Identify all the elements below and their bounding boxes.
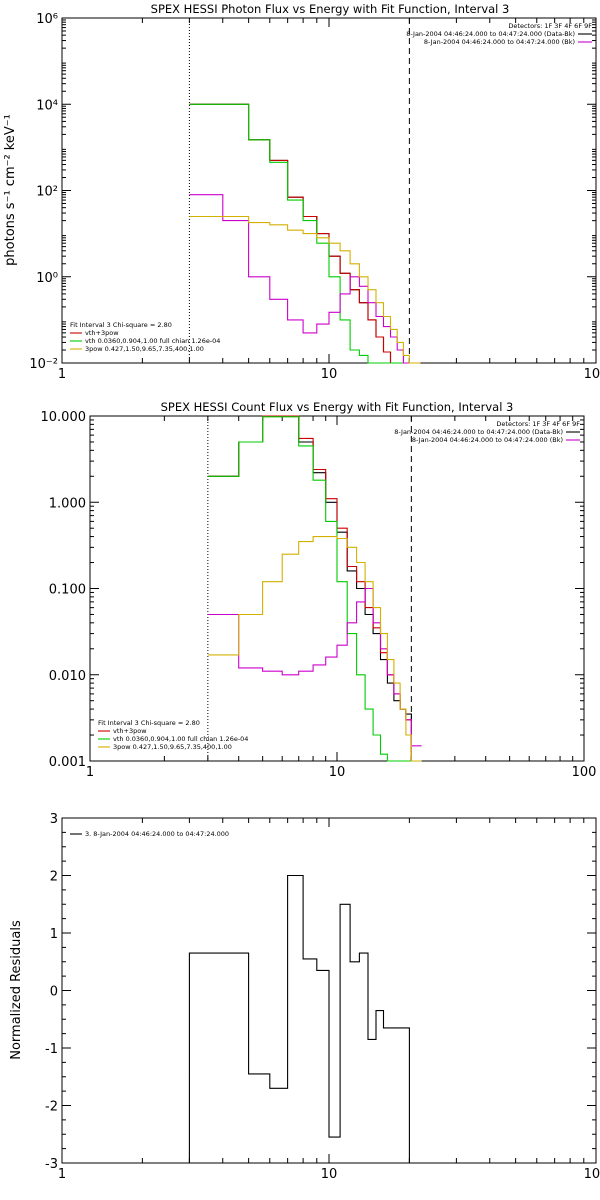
legend-fit: Fit Interval 3 Chi-square = 2.80vth+3pow…	[70, 321, 220, 353]
x-tick-label: 1	[58, 1167, 66, 1182]
series-line-2	[189, 103, 421, 364]
panel-title: SPEX HESSI Photon Flux vs Energy with Fi…	[151, 2, 510, 16]
x-tick-label: 100	[572, 765, 597, 780]
y-tick-label: 2	[50, 870, 58, 885]
series-line-0	[188, 874, 410, 1163]
legend-entry: 3pow 0.427,1.50,9.65,7.35,400,1.00	[113, 743, 232, 751]
legend-fit: Fit Interval 3 Chi-square = 2.80vth+3pow…	[98, 719, 248, 751]
y-tick-label: 3	[50, 812, 58, 827]
legend-entry: 8-Jan-2004 04:46:24.000 to 04:47:24.000 …	[412, 436, 563, 444]
y-tick-label: 10⁶	[36, 12, 58, 27]
x-tick-label: 10	[329, 765, 346, 780]
legend-header: Fit Interval 3 Chi-square = 2.80	[70, 321, 172, 329]
legend-entry: vth+3pow	[113, 727, 147, 735]
y-tick-label: 0.001	[49, 755, 86, 770]
series-line-0	[207, 415, 422, 762]
plot-frame	[89, 415, 585, 762]
y-tick-label: -1	[45, 1042, 58, 1057]
legend-interval: 3. 8-Jan-2004 04:46:24.000 to 04:47:24.0…	[70, 830, 229, 838]
series-line-1	[207, 415, 422, 762]
legend-entry: vth+3pow	[85, 329, 119, 337]
marker-lines	[207, 416, 412, 761]
y-tick-label: 1	[50, 927, 58, 942]
x-tick-label: 10	[321, 367, 338, 382]
y-tick-label: 1.000	[49, 496, 86, 511]
legend-header: Detectors: 1F 3F 4F 6F 9F	[508, 22, 592, 30]
x-tick-label: 1	[58, 367, 66, 382]
plot-frame	[61, 17, 597, 364]
legend-entry: 3. 8-Jan-2004 04:46:24.000 to 04:47:24.0…	[85, 830, 229, 838]
legend-header: Fit Interval 3 Chi-square = 2.80	[98, 719, 200, 727]
series-group	[207, 415, 422, 762]
legend-entry: vth 0.0360,0.904,1.00 full chian 1.26e-0…	[113, 735, 248, 743]
x-tick-label: 100	[584, 1167, 600, 1182]
legend-header: Detectors: 1F 3F 4F 6F 9F	[496, 420, 580, 428]
x-tick-label: 10	[321, 1167, 338, 1182]
series-line-4	[189, 215, 421, 364]
y-tick-label: 10⁴	[36, 98, 58, 113]
y-tick-label: 10⁻²	[29, 357, 58, 372]
photon-flux-panel: SPEX HESSI Photon Flux vs Energy with Fi…	[3, 2, 600, 382]
axis-ticks: 1 10 100 -3 -2 -1 0 1 2 3	[45, 812, 600, 1182]
y-tick-label: 0	[50, 985, 58, 1000]
y-tick-label: 10.000	[41, 410, 87, 425]
series-group	[189, 103, 421, 364]
y-tick-label: 10²	[36, 185, 58, 200]
legend-entry: vth 0.0360,0.904,1.00 full chian 1.26e-0…	[85, 337, 220, 345]
y-tick-label: 10⁰	[36, 271, 58, 286]
panel-title: SPEX HESSI Count Flux vs Energy with Fit…	[161, 400, 514, 414]
residuals-panel: 1 10 100 -3 -2 -1 0 1 2 3 3. 8-Jan-2004 04:46:24.…	[9, 812, 600, 1182]
legend-detectors: Detectors: 1F 3F 4F 6F 9F8-Jan-2004 04:4…	[394, 420, 580, 444]
axis-ticks: 1 10 100 10⁻² 10⁰ 10² 10⁴ 10⁶	[29, 12, 600, 382]
legend-entry: 8-Jan-2004 04:46:24.000 to 04:47:24.000 …	[394, 428, 563, 436]
series-line-3	[207, 587, 422, 747]
y-tick-label: -2	[45, 1100, 58, 1115]
marker-lines	[188, 18, 410, 363]
legend-entry: 8-Jan-2004 04:46:24.000 to 04:47:24.000 …	[424, 38, 575, 46]
series-line-2	[207, 416, 422, 762]
series-line-3	[189, 194, 421, 364]
x-tick-label: 100	[584, 367, 600, 382]
series-group	[188, 874, 410, 1163]
y-tick-label: 0.100	[49, 583, 86, 598]
axis-ticks: 1 10 100 0.001 0.010 0.100 1.000 10.000	[41, 410, 597, 780]
series-line-1	[189, 103, 421, 364]
y-axis-label: Normalized Residuals	[9, 920, 24, 1060]
legend-entry: 3pow 0.427,1.50,9.65,7.35,400,1.00	[85, 345, 204, 353]
legend-entry: 8-Jan-2004 04:46:24.000 to 04:47:24.000 …	[406, 30, 575, 38]
y-axis-label: photons s⁻¹ cm⁻² keV⁻¹	[3, 114, 18, 266]
legend-detectors: Detectors: 1F 3F 4F 6F 9F8-Jan-2004 04:4…	[406, 22, 592, 46]
x-tick-label: 1	[86, 765, 94, 780]
y-tick-label: 0.010	[49, 669, 86, 684]
y-tick-label: -3	[45, 1157, 58, 1172]
series-line-4	[207, 536, 422, 762]
count-flux-panel: SPEX HESSI Count Flux vs Energy with Fit…	[41, 400, 597, 780]
